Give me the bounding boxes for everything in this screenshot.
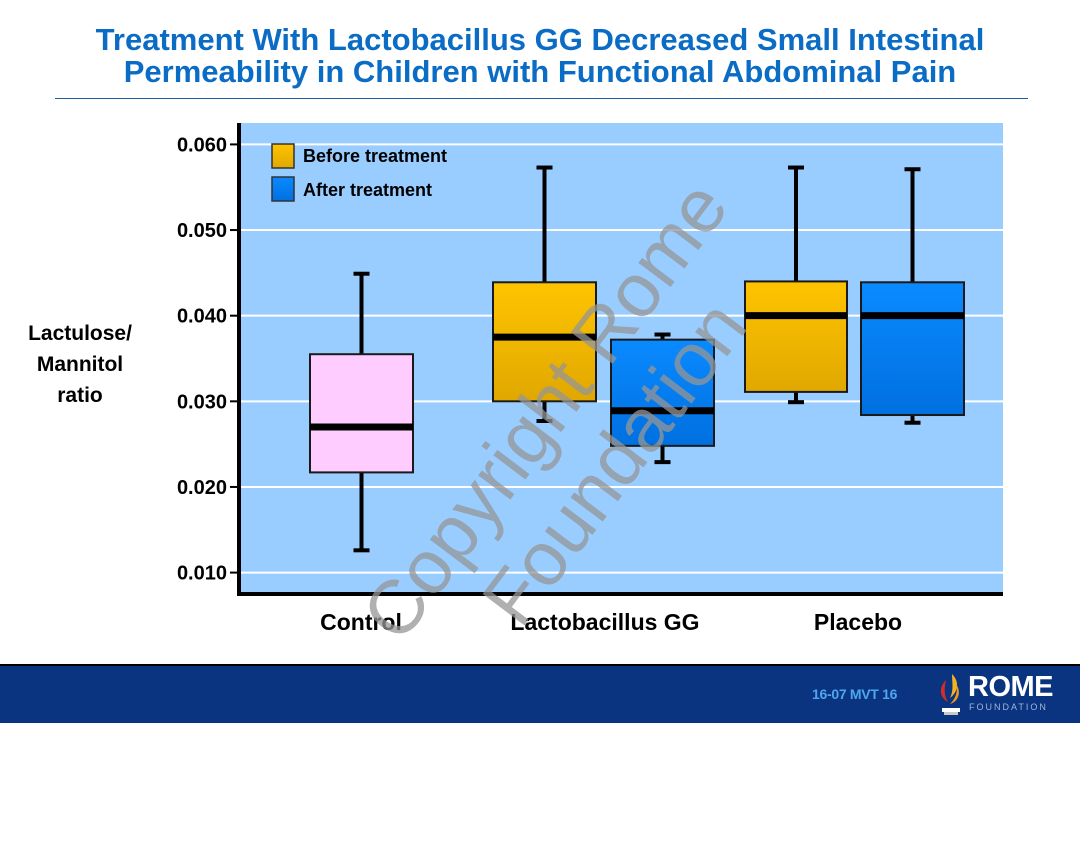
slide-title-line-1: Treatment With Lactobacillus GG Decrease… xyxy=(95,22,985,57)
legend: Before treatment After treatment xyxy=(271,143,447,202)
box-placebo-before xyxy=(744,165,848,405)
title-divider xyxy=(55,98,1028,99)
legend-swatch-after xyxy=(271,176,295,202)
box-iqr xyxy=(744,280,848,393)
rome-foundation-logo: ROME FOUNDATION xyxy=(936,672,1066,718)
x-tick-label-control: Control xyxy=(320,609,402,635)
box-lactobacillus-gg-after xyxy=(610,332,715,465)
flame-icon xyxy=(940,674,960,715)
x-tick-label-lactobacillus-gg: Lactobacillus GG xyxy=(510,609,699,635)
slide-code: 16-07 MVT 16 xyxy=(812,686,898,702)
y-tick-label: 0.060 xyxy=(177,134,227,156)
legend-swatch-before xyxy=(271,143,295,169)
x-tick-label-placebo: Placebo xyxy=(814,609,902,635)
logo-subtitle: FOUNDATION xyxy=(969,702,1048,712)
y-tick-label: 0.030 xyxy=(177,391,227,413)
y-tick-label: 0.050 xyxy=(177,220,227,242)
box-plot-chart: 0.010 0.020 0.030 0.040 0.050 0.060 Before tr… xyxy=(177,123,1003,635)
y-tick-label: 0.020 xyxy=(177,477,227,499)
y-axis-label: Lactulose/ Mannitol ratio xyxy=(18,318,142,411)
y-tick-label: 0.040 xyxy=(177,306,227,328)
legend-label-before: Before treatment xyxy=(303,146,447,166)
box-iqr xyxy=(309,353,414,474)
y-axis-label-line-3: ratio xyxy=(57,384,103,407)
box-iqr xyxy=(492,281,597,403)
box-lactobacillus-gg-before xyxy=(492,165,597,424)
y-axis-label-line-2: Mannitol xyxy=(36,353,124,376)
box-iqr xyxy=(860,281,965,417)
slide-title-line-2: Permeability in Children with Functional… xyxy=(123,54,957,89)
box-iqr xyxy=(610,338,715,447)
box-placebo-after xyxy=(860,167,965,425)
y-axis-label-line-1: Lactulose/ xyxy=(28,322,132,345)
legend-label-after: After treatment xyxy=(303,180,432,200)
slide-title: Treatment With Lactobacillus GG Decrease… xyxy=(0,24,1080,88)
y-tick-label: 0.010 xyxy=(177,563,227,585)
footer-bar: 16-07 MVT 16 ROME FOUNDATION xyxy=(0,664,1080,723)
box-control-control xyxy=(309,271,414,553)
logo-wordmark: ROME xyxy=(968,671,1054,703)
